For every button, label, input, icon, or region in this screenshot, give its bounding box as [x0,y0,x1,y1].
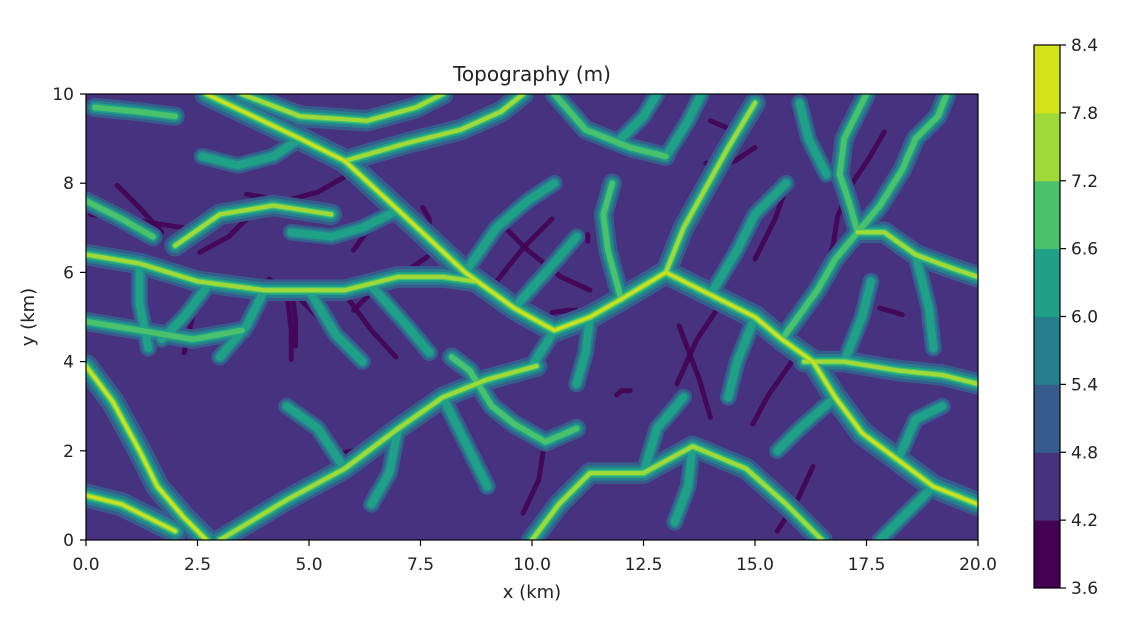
x-tick-label: 12.5 [625,555,663,575]
ridge-contour-band [92,104,178,120]
colorbar-tick-label: 8.4 [1071,36,1098,56]
ridge-contour-band [600,180,624,302]
x-tick-label: 10.0 [513,555,551,575]
valley-channel [614,388,633,398]
valley-channel [487,216,555,293]
ridge-contour-band [240,94,445,123]
chart-title: Topography (m) [452,62,611,86]
colorbar-segment [1034,180,1060,250]
ridge-contour-band [86,365,208,540]
x-tick-label: 15.0 [736,555,774,575]
ridge-contour-band [282,402,349,473]
valley-channel [676,323,713,420]
x-tick-label: 20.0 [959,555,997,575]
ridge-contour-band [342,94,526,163]
valley-channel [674,303,722,387]
ridge-layer [86,94,978,540]
plot-area [86,94,978,540]
ridge-contour-band [617,94,661,143]
ridge-contour-band [663,100,757,275]
ridge-contour-band [802,359,978,386]
ridge-contour-band [724,313,759,402]
colorbar-segment [1034,248,1060,318]
ridge-contour-band [661,94,706,161]
valley-channel [337,285,399,360]
ridge-contour-band [855,230,978,279]
ridge-contour-band [86,252,476,293]
x-tick-label: 17.5 [848,555,886,575]
colorbar-segment [1034,45,1060,114]
ridge-contour-band [461,179,559,277]
valley-channel [520,434,548,516]
ridge-contour-band [86,198,156,240]
ridge-contour-band [86,318,245,343]
colorbar-segment [1034,112,1060,182]
ridge-contour-band [530,444,824,540]
ridge-contour-band [448,354,580,445]
valley-channel [750,354,798,427]
ridge-contour-band [173,203,334,248]
valley-channel [114,182,165,235]
colorbar-tick-label: 4.2 [1071,511,1098,531]
y-axis: 0 2 4 6 8 10 [52,85,86,551]
colorbar-tick-label: 7.8 [1071,104,1098,124]
x-tick-label: 0.0 [72,555,99,575]
valley-channel [284,287,294,362]
ridge-contour-band [287,206,403,241]
y-tick-label: 2 [63,442,74,462]
colorbar-tick-label: 7.2 [1071,172,1098,192]
colorbar: 3.6 4.2 4.8 5.4 6.0 6.6 7.2 7.8 8.4 [1033,36,1098,599]
y-tick-label: 10 [52,85,74,105]
colorbar-segment [1034,316,1060,385]
ridge-contour-band [367,281,434,357]
ridge-contour-band [572,313,594,388]
colorbar-tick-label: 6.0 [1071,308,1098,328]
x-tick-label: 2.5 [184,555,211,575]
x-axis-label: x (km) [503,582,561,603]
ridge-contour-band [893,402,947,464]
y-tick-label: 6 [63,263,74,283]
y-tick-label: 0 [63,531,74,551]
ridge-contour-band [305,286,367,366]
ridge-contour-band [198,134,304,170]
y-axis-label: y (km) [18,288,39,346]
ridge-contour-band [367,424,403,509]
ridge-contour-band [795,99,831,179]
ridge-contour-band [706,179,791,299]
ridge-contour-band [836,94,870,236]
ridge-contour-band [205,94,978,506]
x-axis: 0.0 2.5 5.0 7.5 10.0 12.5 15.0 17.5 20.0 [72,540,997,575]
x-tick-label: 7.5 [407,555,434,575]
y-tick-label: 4 [63,353,74,373]
ridge-contour-band [438,393,492,491]
ridge-contour-band [86,494,177,533]
colorbar-segment [1034,384,1060,453]
ridge-contour-band [840,277,875,366]
valley-channel [549,307,580,315]
ridge-contour-band [510,232,581,312]
colorbar-tick-label: 3.6 [1071,579,1098,599]
ridge-contour-band [876,482,938,540]
valley-channel [774,463,816,534]
valley-channel [877,305,905,318]
x-tick-label: 5.0 [295,555,322,575]
colorbar-segment [1034,452,1060,521]
ridge-contour-band [157,277,215,344]
ridge-contour-band [779,94,950,343]
ridge-contour-band [215,286,269,361]
y-tick-label: 8 [63,174,74,194]
ridge-contour-band [639,393,688,477]
ridge-contour-band [217,364,539,540]
colorbar-tick-label: 5.4 [1071,375,1098,395]
ridge-contour-band [551,94,669,160]
colorbar-segment [1034,520,1060,589]
ridge-contour-band [528,326,559,370]
colorbar-tick-label: 4.8 [1071,443,1098,463]
colorbar-tick-label: 6.6 [1071,240,1098,260]
ridge-contour-band [911,250,938,353]
ridge-contour-band [670,442,697,527]
ridge-contour-band [773,393,840,455]
